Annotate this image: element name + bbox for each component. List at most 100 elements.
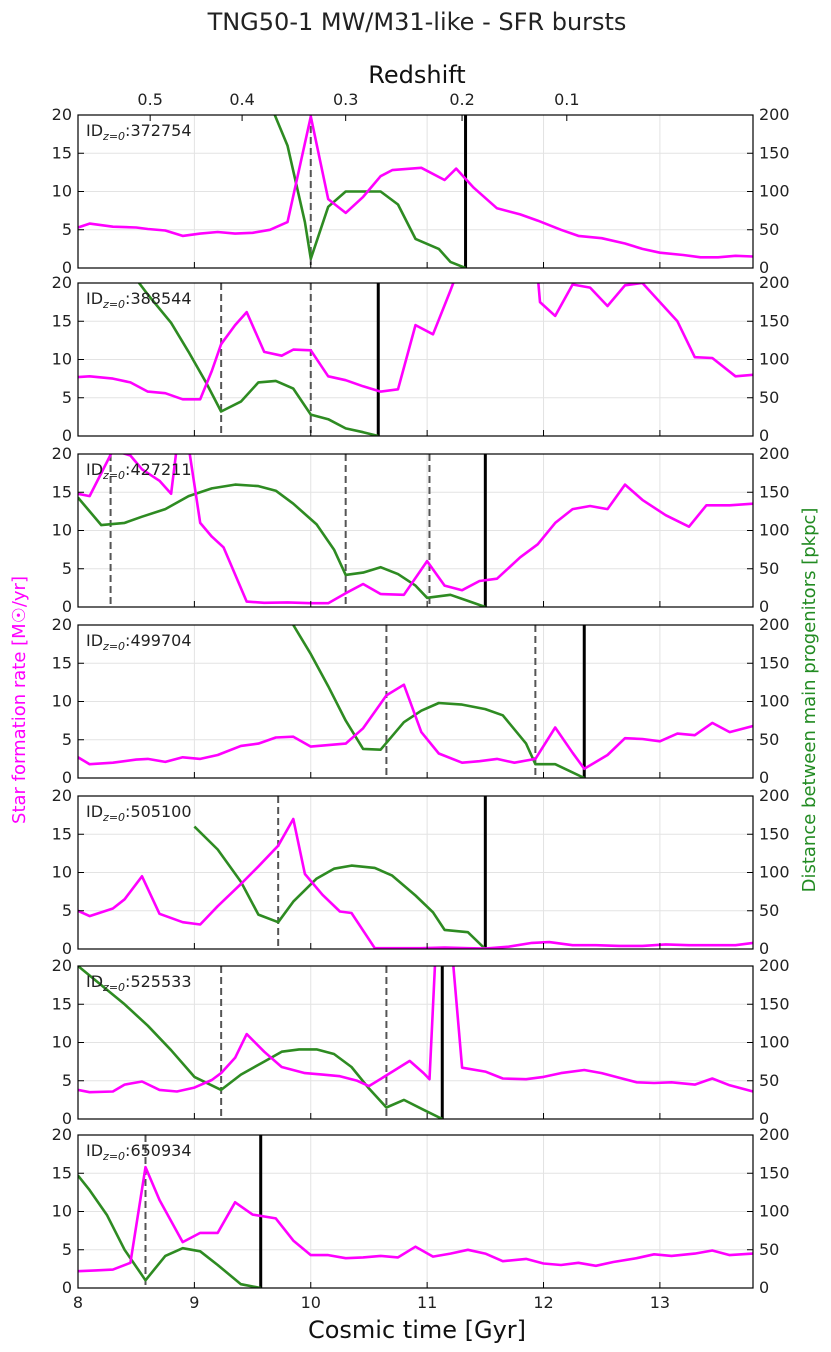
right-tick-label: 50 <box>759 901 779 920</box>
redshift-tick-label: 0.3 <box>333 90 358 109</box>
sfr-series <box>78 1165 753 1273</box>
left-tick-label: 20 <box>52 444 72 463</box>
left-tick-label: 5 <box>62 559 72 578</box>
right-tick-label: 100 <box>759 1033 790 1052</box>
time-tick-label: 11 <box>417 1293 437 1312</box>
left-tick-label: 5 <box>62 1240 72 1259</box>
right-tick-label: 50 <box>759 220 779 239</box>
right-tick-label: 0 <box>759 1278 769 1297</box>
left-tick-label: 10 <box>52 692 72 711</box>
plot-area <box>78 283 753 436</box>
left-tick-label: 0 <box>62 258 72 277</box>
sfr-series <box>78 283 455 401</box>
right-tick-label: 150 <box>759 311 790 330</box>
right-tick-label: 50 <box>759 559 779 578</box>
left-tick-label: 0 <box>62 1109 72 1128</box>
plot-area <box>78 1135 753 1288</box>
left-tick-label: 10 <box>52 521 72 540</box>
right-tick-label: 150 <box>759 482 790 501</box>
left-tick-label: 5 <box>62 730 72 749</box>
left-tick-label: 10 <box>52 182 72 201</box>
right-tick-label: 0 <box>759 1109 769 1128</box>
plot-area <box>78 796 753 949</box>
sfr-series <box>452 966 753 1093</box>
right-tick-label: 100 <box>759 350 790 369</box>
right-tick-label: 100 <box>759 521 790 540</box>
left-tick-label: 5 <box>62 220 72 239</box>
right-axis-label: Distance between main progenitors [pkpc] <box>799 508 820 893</box>
top-axis-label: Redshift <box>368 61 465 89</box>
right-tick-label: 0 <box>759 597 769 616</box>
left-tick-label: 15 <box>52 1163 72 1182</box>
right-tick-label: 50 <box>759 730 779 749</box>
right-tick-label: 150 <box>759 653 790 672</box>
left-tick-label: 15 <box>52 311 72 330</box>
panel-id-label: IDz=0:505100 <box>86 802 192 824</box>
time-tick-label: 13 <box>650 1293 670 1312</box>
left-axis-label: Star formation rate [M☉/yr] <box>9 576 30 824</box>
sfr-series <box>78 817 753 949</box>
left-tick-label: 15 <box>52 482 72 501</box>
redshift-tick-label: 0.5 <box>137 90 162 109</box>
distance-series <box>137 283 379 436</box>
distance-series <box>193 825 487 949</box>
left-tick-label: 0 <box>62 597 72 616</box>
left-tick-label: 15 <box>52 824 72 843</box>
time-tick-label: 8 <box>73 1293 83 1312</box>
left-tick-label: 10 <box>52 350 72 369</box>
right-tick-label: 100 <box>759 863 790 882</box>
right-tick-label: 0 <box>759 426 769 445</box>
distance-series <box>78 483 486 607</box>
right-tick-label: 150 <box>759 1163 790 1182</box>
plot-area <box>78 115 753 268</box>
distance-series <box>273 115 466 268</box>
left-tick-label: 15 <box>52 994 72 1013</box>
distance-series <box>78 966 443 1119</box>
sfr-series <box>78 683 753 771</box>
left-tick-label: 0 <box>62 1278 72 1297</box>
panel-id-label: IDz=0:372754 <box>86 121 192 143</box>
time-tick-label: 10 <box>301 1293 321 1312</box>
sfr-series <box>78 454 178 498</box>
time-tick-label: 9 <box>189 1293 199 1312</box>
right-tick-label: 200 <box>759 105 790 124</box>
right-tick-label: 100 <box>759 182 790 201</box>
right-tick-label: 200 <box>759 273 790 292</box>
panel-id-label: IDz=0:427211 <box>86 460 192 482</box>
right-tick-label: 150 <box>759 143 790 162</box>
right-tick-label: 200 <box>759 956 790 975</box>
right-tick-label: 50 <box>759 1071 779 1090</box>
panel-id-label: IDz=0:525533 <box>86 972 192 994</box>
left-tick-label: 10 <box>52 1033 72 1052</box>
right-tick-label: 150 <box>759 994 790 1013</box>
left-tick-label: 5 <box>62 388 72 407</box>
panel-id-label: IDz=0:499704 <box>86 631 192 653</box>
left-tick-label: 5 <box>62 901 72 920</box>
right-tick-label: 150 <box>759 824 790 843</box>
left-tick-label: 10 <box>52 1202 72 1221</box>
panel-stack: 05101520050100150200IDz=0:37275405101520… <box>52 90 790 1312</box>
left-tick-label: 20 <box>52 786 72 805</box>
panel-id-label: IDz=0:650934 <box>86 1141 192 1163</box>
left-tick-label: 0 <box>62 768 72 787</box>
right-tick-label: 0 <box>759 258 769 277</box>
left-tick-label: 20 <box>52 615 72 634</box>
figure-title: TNG50-1 MW/M31-like - SFR bursts <box>207 8 627 36</box>
right-tick-label: 200 <box>759 786 790 805</box>
bottom-axis-label: Cosmic time [Gyr] <box>308 1316 526 1344</box>
left-tick-label: 15 <box>52 143 72 162</box>
plot-area <box>78 454 753 607</box>
distance-series <box>78 1174 261 1288</box>
redshift-tick-label: 0.4 <box>229 90 254 109</box>
right-tick-label: 100 <box>759 692 790 711</box>
left-tick-label: 20 <box>52 273 72 292</box>
right-tick-label: 200 <box>759 615 790 634</box>
left-tick-label: 0 <box>62 426 72 445</box>
right-tick-label: 200 <box>759 1125 790 1144</box>
time-tick-label: 12 <box>533 1293 553 1312</box>
